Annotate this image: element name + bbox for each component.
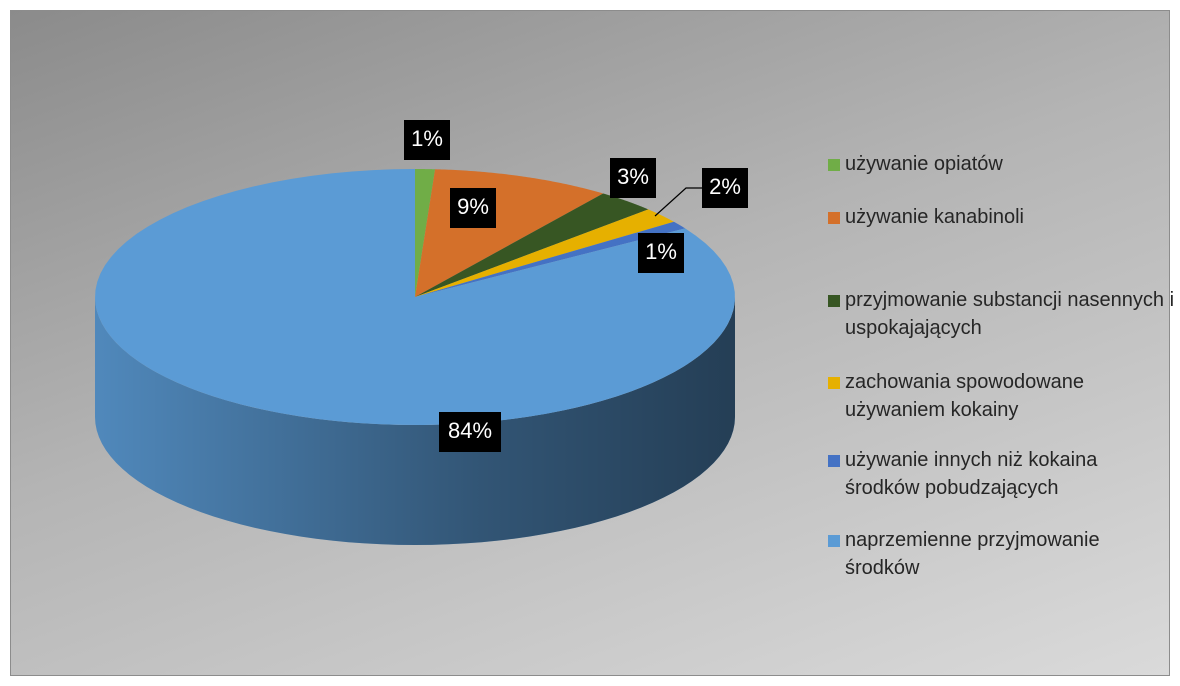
legend-swatch: [828, 455, 840, 467]
pie-slice: [415, 193, 649, 297]
legend-swatch: [828, 159, 840, 171]
legend-label: naprzemienne przyjmowanie środków: [845, 529, 1100, 579]
data-label-box: [702, 168, 748, 208]
leader-line: [654, 187, 703, 217]
pie-side-shade: [95, 297, 735, 545]
data-label-text: 1%: [411, 126, 443, 151]
legend-label: używanie innych niż kokaina środków pobu…: [845, 449, 1098, 499]
data-label-box: [610, 158, 656, 198]
legend-label: zachowania spowodowane używaniem kokainy: [845, 371, 1085, 421]
data-label: 1%: [404, 120, 450, 160]
legend-label: używanie opiatów: [845, 153, 1003, 175]
pie-slice: [415, 209, 674, 297]
pie-slice: [415, 169, 436, 297]
pie-slice: [415, 221, 686, 297]
pie-slice: [95, 169, 735, 425]
data-label-box: [450, 188, 496, 228]
data-label-text: 9%: [457, 194, 489, 219]
data-label: 2%: [702, 168, 748, 208]
data-label: 1%: [638, 233, 684, 273]
legend-swatch: [828, 535, 840, 547]
data-label-text: 84%: [448, 418, 492, 443]
data-label: 3%: [610, 158, 656, 198]
data-label: 84%: [439, 412, 501, 452]
data-label-box: [439, 412, 501, 452]
data-label-text: 3%: [617, 164, 649, 189]
legend-swatch: [828, 295, 840, 307]
data-label: 9%: [450, 188, 496, 228]
legend-swatch: [828, 212, 840, 224]
legend-label: przyjmowanie substancji nasennych i uspo…: [845, 289, 1175, 339]
legend-swatch: [828, 377, 840, 389]
data-label-box: [404, 120, 450, 160]
data-label-text: 1%: [645, 239, 677, 264]
data-label-text: 2%: [709, 174, 741, 199]
data-label-box: [638, 233, 684, 273]
legend-label: używanie kanabinoli: [845, 206, 1025, 228]
